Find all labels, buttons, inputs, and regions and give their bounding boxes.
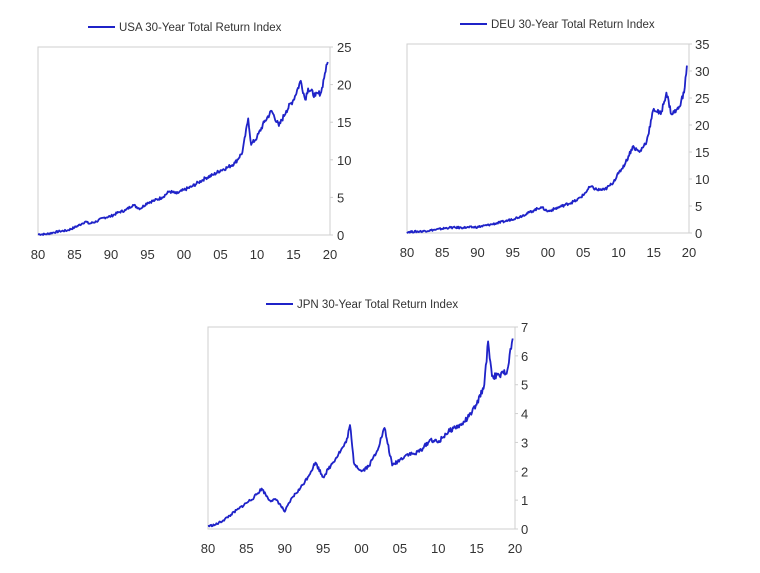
deu-plot-frame: [406, 43, 690, 234]
jpn-series-line: [207, 338, 514, 528]
jpn-y-axis: 0 1 2 3 4 5 6 7: [515, 320, 528, 537]
deu-x-tick-label: 90: [470, 245, 484, 260]
usa-y-tick-label: 25: [337, 40, 351, 55]
jpn-y-tick-label: 1: [521, 493, 528, 508]
deu-legend: DEU 30-Year Total Return Index: [460, 19, 655, 31]
deu-x-tick-label: 00: [541, 245, 555, 260]
deu-x-tick-label: 05: [576, 245, 590, 260]
usa-y-tick-label: 5: [337, 190, 344, 205]
deu-y-tick-label: 15: [695, 145, 709, 160]
deu-x-tick-label: 15: [647, 245, 661, 260]
usa-y-axis: 0 5 10 15 20 25: [330, 40, 351, 243]
usa-x-axis: 80 85 90 95 00 05 10 15 20: [31, 247, 337, 262]
jpn-y-tick-label: 0: [521, 522, 528, 537]
deu-x-tick-label: 10: [611, 245, 625, 260]
deu-y-tick-label: 35: [695, 37, 709, 52]
jpn-x-tick-label: 00: [354, 541, 368, 556]
jpn-y-tick-label: 2: [521, 464, 528, 479]
usa-x-tick-label: 05: [213, 247, 227, 262]
jpn-x-tick-label: 20: [508, 541, 522, 556]
jpn-x-tick-label: 80: [201, 541, 215, 556]
deu-legend-label: DEU 30-Year Total Return Index: [491, 19, 655, 31]
deu-y-axis: 0 5 10 15 20 25 30 35: [689, 37, 709, 241]
deu-x-tick-label: 20: [682, 245, 696, 260]
usa-x-tick-label: 85: [67, 247, 81, 262]
deu-x-tick-label: 95: [506, 245, 520, 260]
jpn-x-tick-label: 10: [431, 541, 445, 556]
usa-y-tick-label: 15: [337, 115, 351, 130]
jpn-y-tick-label: 3: [521, 435, 528, 450]
jpn-y-tick-label: 6: [521, 349, 528, 364]
usa-x-tick-label: 90: [104, 247, 118, 262]
jpn-x-tick-label: 95: [316, 541, 330, 556]
usa-x-tick-label: 95: [140, 247, 154, 262]
deu-y-tick-label: 5: [695, 199, 702, 214]
usa-x-tick-label: 10: [250, 247, 264, 262]
deu-y-tick-label: 0: [695, 226, 702, 241]
deu-y-tick-label: 30: [695, 64, 709, 79]
usa-x-tick-label: 80: [31, 247, 45, 262]
deu-x-tick-label: 85: [435, 245, 449, 260]
jpn-chart: JPN 30-Year Total Return Index 80 85 90 95 0…: [201, 299, 528, 556]
usa-legend: USA 30-Year Total Return Index: [88, 22, 282, 34]
usa-x-tick-label: 20: [323, 247, 337, 262]
deu-chart: DEU 30-Year Total Return Index 80 85 90 95 0…: [400, 19, 710, 260]
jpn-legend-label: JPN 30-Year Total Return Index: [297, 299, 458, 311]
usa-series-line: [37, 61, 329, 236]
deu-y-tick-label: 20: [695, 118, 709, 133]
jpn-x-tick-label: 15: [469, 541, 483, 556]
usa-plot-frame: [37, 46, 331, 236]
jpn-x-axis: 80 85 90 95 00 05 10 15 20: [201, 541, 522, 556]
deu-y-tick-label: 25: [695, 91, 709, 106]
jpn-y-tick-label: 5: [521, 378, 528, 393]
usa-y-tick-label: 20: [337, 78, 351, 93]
deu-y-tick-label: 10: [695, 172, 709, 187]
jpn-legend: JPN 30-Year Total Return Index: [266, 299, 458, 311]
usa-chart: USA 30-Year Total Return Index 80 85 90 95 0…: [31, 22, 352, 262]
usa-x-tick-label: 00: [177, 247, 191, 262]
deu-series-line: [406, 65, 688, 234]
deu-x-axis: 80 85 90 95 00 05 10 15 20: [400, 245, 696, 260]
deu-x-tick-label: 80: [400, 245, 414, 260]
usa-y-tick-label: 0: [337, 228, 344, 243]
usa-legend-label: USA 30-Year Total Return Index: [119, 22, 282, 34]
jpn-x-tick-label: 90: [278, 541, 292, 556]
jpn-x-tick-label: 85: [239, 541, 253, 556]
jpn-y-tick-label: 4: [521, 407, 528, 422]
usa-y-tick-label: 10: [337, 153, 351, 168]
jpn-x-tick-label: 05: [393, 541, 407, 556]
usa-x-tick-label: 15: [286, 247, 300, 262]
jpn-y-tick-label: 7: [521, 320, 528, 335]
jpn-plot-frame: [207, 326, 516, 530]
